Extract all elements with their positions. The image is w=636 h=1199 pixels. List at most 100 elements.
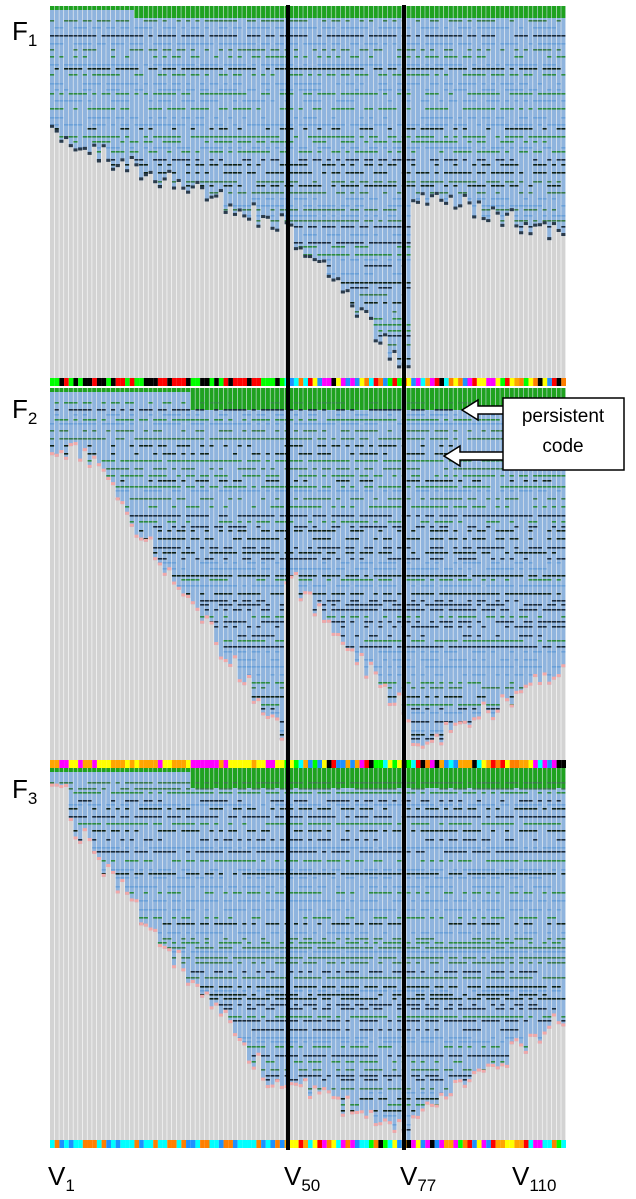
code-stripe xyxy=(369,468,373,470)
strip-cell xyxy=(130,760,135,768)
code-stripe xyxy=(219,579,223,581)
code-stripe xyxy=(83,83,87,85)
code-stripe xyxy=(425,585,429,587)
code-stripe xyxy=(374,430,378,432)
code-stripe xyxy=(50,64,54,66)
strip-cell xyxy=(486,378,491,386)
code-stripe xyxy=(388,265,392,267)
code-stripe xyxy=(336,159,340,161)
code-stripe xyxy=(416,409,420,411)
code-stripe xyxy=(350,490,354,492)
code-stripe xyxy=(125,486,129,488)
code-stripe xyxy=(313,117,317,119)
code-stripe xyxy=(364,246,368,248)
code-stripe xyxy=(303,209,307,211)
code-stripe xyxy=(228,164,232,166)
strip-cell xyxy=(528,378,533,386)
code-stripe xyxy=(449,616,453,618)
code-stripe xyxy=(421,438,425,440)
code-stripe xyxy=(435,687,439,689)
code-stripe xyxy=(360,498,364,500)
persistent-block xyxy=(275,6,279,18)
code-block xyxy=(383,388,387,687)
code-stripe xyxy=(242,651,246,653)
code-stripe xyxy=(102,117,106,119)
code-stripe xyxy=(439,646,443,648)
code-stripe xyxy=(477,136,481,138)
code-stripe xyxy=(97,117,101,119)
code-stripe xyxy=(256,164,260,166)
code-stripe xyxy=(92,136,96,138)
code-stripe xyxy=(139,419,143,421)
code-stripe xyxy=(299,89,303,91)
code-stripe xyxy=(158,83,162,85)
code-stripe xyxy=(327,220,331,222)
code-stripe xyxy=(411,423,415,425)
code-stripe xyxy=(533,141,537,143)
code-stripe xyxy=(341,626,345,628)
code-stripe xyxy=(341,468,345,470)
persistent-block xyxy=(364,388,368,410)
code-stripe xyxy=(261,93,265,95)
code-stripe xyxy=(411,712,415,714)
code-stripe xyxy=(397,198,401,200)
code-stripe xyxy=(346,423,350,425)
code-stripe xyxy=(256,666,260,668)
code-stripe xyxy=(242,468,246,470)
strip-cell xyxy=(388,760,393,768)
code-stripe xyxy=(247,136,251,138)
code-stripe xyxy=(435,423,439,425)
code-block xyxy=(247,6,251,221)
code-stripe xyxy=(116,430,120,432)
code-stripe xyxy=(360,646,364,648)
code-stripe xyxy=(228,568,232,570)
code-stripe xyxy=(111,159,115,161)
code-stripe xyxy=(346,220,350,222)
code-stripe xyxy=(177,136,181,138)
code-stripe xyxy=(191,579,195,581)
edge-stripe xyxy=(55,130,59,133)
code-stripe xyxy=(266,682,270,684)
code-stripe xyxy=(177,159,181,161)
code-stripe xyxy=(186,151,190,153)
code-stripe xyxy=(496,205,500,207)
code-stripe xyxy=(453,89,457,91)
code-stripe xyxy=(416,568,420,570)
persistent-block xyxy=(327,388,331,410)
code-stripe xyxy=(256,198,260,200)
code-stripe xyxy=(149,100,153,102)
code-block xyxy=(130,388,134,527)
code-stripe xyxy=(519,205,523,207)
code-stripe xyxy=(397,558,401,560)
code-stripe xyxy=(275,423,279,425)
code-stripe xyxy=(139,27,143,29)
code-stripe xyxy=(435,666,439,668)
code-stripe xyxy=(514,124,518,126)
code-stripe xyxy=(491,68,495,70)
code-stripe xyxy=(449,56,453,58)
persistent-block xyxy=(552,6,556,18)
strip-cell xyxy=(224,378,229,386)
code-stripe xyxy=(444,27,448,29)
code-stripe xyxy=(233,100,237,102)
code-stripe xyxy=(78,124,82,126)
persistent-block xyxy=(191,388,195,410)
code-stripe xyxy=(360,226,364,228)
code-stripe xyxy=(172,453,176,455)
code-stripe xyxy=(191,453,195,455)
code-stripe xyxy=(313,526,317,528)
code-stripe xyxy=(144,64,148,66)
code-stripe xyxy=(116,490,120,492)
code-stripe xyxy=(364,480,368,482)
code-stripe xyxy=(341,246,345,248)
code-stripe xyxy=(303,198,307,200)
persistent-block xyxy=(299,388,303,410)
code-stripe xyxy=(416,538,420,540)
code-stripe xyxy=(364,430,368,432)
code-stripe xyxy=(331,246,335,248)
code-stripe xyxy=(496,198,500,200)
code-stripe xyxy=(543,68,547,70)
code-stripe xyxy=(238,192,242,194)
code-stripe xyxy=(528,226,532,228)
code-stripe xyxy=(524,117,528,119)
